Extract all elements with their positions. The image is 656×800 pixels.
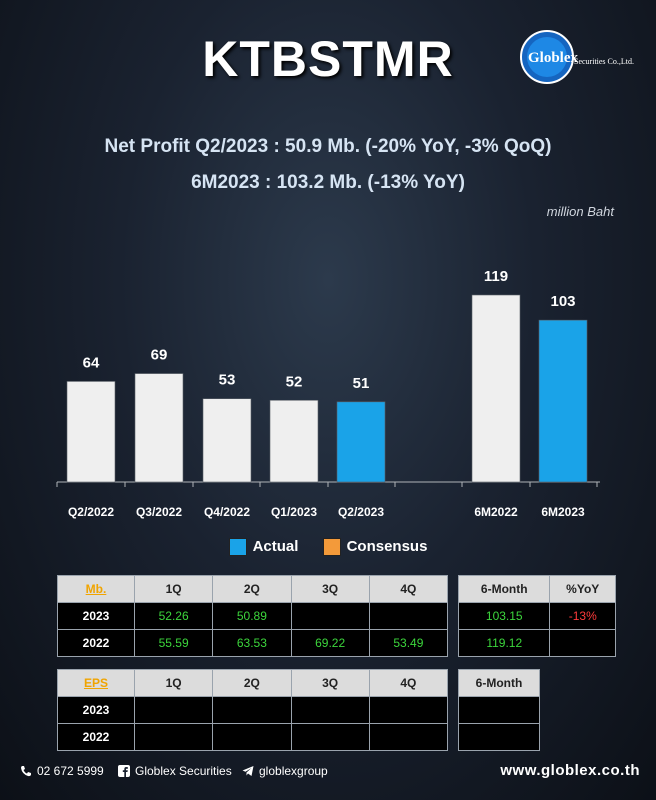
data-label: 52 xyxy=(286,373,303,390)
facebook-icon xyxy=(118,765,130,777)
profit-header-3q: 3Q xyxy=(290,575,370,603)
profit-cell: 69.22 xyxy=(290,629,370,657)
eps-header-3q: 3Q xyxy=(290,669,370,697)
legend-actual-swatch xyxy=(228,538,247,557)
headline-half: 6M2023 : 103.2 Mb. (-13% YoY) xyxy=(191,172,465,193)
profit-table: Mb. 1Q 2Q 3Q 4Q 2023 52.26 50.89 2022 55… xyxy=(57,575,449,657)
category-label: Q2/2022 xyxy=(68,505,114,519)
data-label: 51 xyxy=(353,375,370,392)
table-row: 2022 xyxy=(57,723,449,751)
data-label: 64 xyxy=(83,354,100,371)
category-label: Q4/2022 xyxy=(204,505,250,519)
table-row: 103.15 -13% xyxy=(457,602,616,630)
bar-q1-2023 xyxy=(269,399,319,483)
profit-row-year: 2022 xyxy=(57,629,135,657)
eps-cell xyxy=(133,696,214,724)
footer-phone-text: 02 672 5999 xyxy=(37,764,104,778)
eps-half-cell xyxy=(458,723,540,751)
eps-table-corner: EPS xyxy=(57,669,135,697)
profit-header-4q: 4Q xyxy=(368,575,449,603)
unit-label: million Baht xyxy=(546,204,614,219)
profit-cell: 63.53 xyxy=(212,629,292,657)
table-row: 2023 52.26 50.89 xyxy=(57,602,449,630)
legend-actual: Actual xyxy=(228,538,299,557)
legend-consensus-swatch xyxy=(322,538,341,557)
category-label: Q3/2022 xyxy=(136,505,182,519)
category-label: Q2/2023 xyxy=(338,505,384,519)
table-row xyxy=(458,696,540,724)
eps-half-year-table: 6-Month xyxy=(458,669,540,751)
profit-cell xyxy=(368,602,449,630)
footer-telegram-text: globlexgroup xyxy=(259,764,328,778)
footer-telegram[interactable]: globlexgroup xyxy=(242,764,328,778)
bar-q3-2022 xyxy=(134,373,184,483)
eps-header-1q: 1Q xyxy=(133,669,214,697)
footer-facebook[interactable]: Globlex Securities xyxy=(118,764,232,778)
eps-cell xyxy=(212,723,292,751)
bar-q2-2022 xyxy=(66,381,116,483)
profit-cell: 55.59 xyxy=(133,629,214,657)
data-label: 103 xyxy=(550,293,575,310)
eps-cell xyxy=(290,723,370,751)
logo-name: Globlex xyxy=(528,50,579,66)
telegram-icon xyxy=(242,766,254,776)
profit-cell xyxy=(290,602,370,630)
profit-cell: 53.49 xyxy=(368,629,449,657)
bar-6m2023 xyxy=(538,319,588,483)
eps-half-cell xyxy=(458,696,540,724)
half-cell: -13% xyxy=(549,602,616,630)
bar-q2-2023 xyxy=(336,401,386,483)
footer-website[interactable]: www.globlex.co.th xyxy=(500,762,640,779)
half-cell: 103.15 xyxy=(457,602,551,630)
globlex-logo: Globlex Securities Co.,Ltd. xyxy=(520,30,634,84)
profit-header-1q: 1Q xyxy=(133,575,214,603)
profit-table-corner: Mb. xyxy=(57,575,135,603)
eps-header-2q: 2Q xyxy=(212,669,292,697)
table-row: 119.12 xyxy=(457,629,616,657)
profit-cell: 50.89 xyxy=(212,602,292,630)
footer-phone[interactable]: 02 672 5999 xyxy=(20,764,104,778)
data-label: 119 xyxy=(484,268,508,285)
profit-cell: 52.26 xyxy=(133,602,214,630)
bar-6m2022 xyxy=(471,294,521,483)
category-label: 6M2022 xyxy=(474,505,518,519)
footer: 02 672 5999 Globlex Securities globlexgr… xyxy=(20,762,640,784)
data-label: 69 xyxy=(151,347,168,364)
eps-row-year: 2022 xyxy=(57,723,135,751)
half-header-6month: 6-Month xyxy=(457,575,551,603)
eps-cell xyxy=(290,696,370,724)
data-label: 53 xyxy=(219,372,236,389)
headline-quarter: Net Profit Q2/2023 : 50.9 Mb. (-20% YoY,… xyxy=(104,136,552,157)
eps-cell xyxy=(368,696,449,724)
net-profit-bar-chart: 64 Q2/2022 69 Q3/2022 53 Q4/2022 52 Q1/2023 51 Q2… xyxy=(56,268,600,519)
footer-facebook-text: Globlex Securities xyxy=(135,764,232,778)
eps-cell xyxy=(133,723,214,751)
category-label: Q1/2023 xyxy=(271,505,317,519)
legend-consensus-label: Consensus xyxy=(346,538,428,556)
logo-subtitle: Securities Co.,Ltd. xyxy=(574,57,634,66)
half-cell: 119.12 xyxy=(457,629,551,657)
bar-q4-2022 xyxy=(202,398,252,483)
eps-row-year: 2023 xyxy=(57,696,135,724)
legend-consensus: Consensus xyxy=(322,538,428,557)
legend-actual-label: Actual xyxy=(252,538,299,556)
phone-icon xyxy=(21,766,31,777)
ticker-title: KTBSTMR xyxy=(202,31,454,87)
category-label: 6M2023 xyxy=(541,505,585,519)
eps-header-4q: 4Q xyxy=(368,669,449,697)
half-year-table: 6-Month %YoY 103.15 -13% 119.12 xyxy=(457,575,616,657)
eps-half-header-6month: 6-Month xyxy=(458,669,540,697)
eps-cell xyxy=(212,696,292,724)
half-header-yoy: %YoY xyxy=(549,575,616,603)
table-row xyxy=(458,723,540,751)
eps-cell xyxy=(368,723,449,751)
eps-table: EPS 1Q 2Q 3Q 4Q 2023 2022 xyxy=(57,669,449,751)
half-cell xyxy=(549,629,616,657)
table-row: 2023 xyxy=(57,696,449,724)
profit-header-2q: 2Q xyxy=(212,575,292,603)
table-row: 2022 55.59 63.53 69.22 53.49 xyxy=(57,629,449,657)
chart-legend: Actual Consensus xyxy=(0,538,656,557)
profit-row-year: 2023 xyxy=(57,602,135,630)
